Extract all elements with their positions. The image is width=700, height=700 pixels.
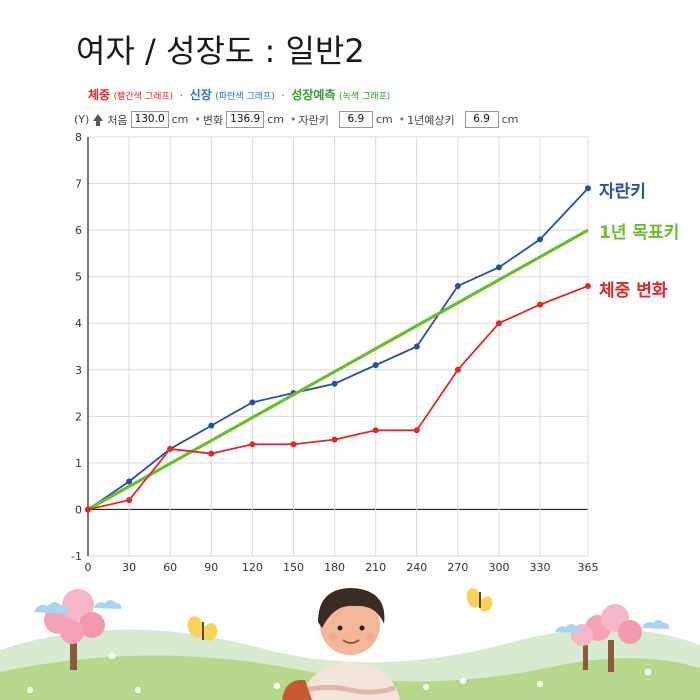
unit-label: cm	[501, 113, 519, 126]
start-height-input[interactable]: 130.0	[130, 111, 169, 128]
yearly-forecast-input[interactable]: 6.9	[464, 111, 499, 128]
unit-label: cm	[171, 113, 189, 126]
data-point	[585, 185, 591, 192]
series-line-0	[87, 187, 589, 511]
cloud-right2-icon	[642, 620, 670, 629]
y-tick-label: 0	[75, 503, 82, 516]
data-point	[249, 399, 256, 406]
legend-height-label: 신장	[189, 88, 212, 102]
legend-forecast-label: 성장예측	[291, 88, 336, 102]
data-point	[454, 366, 461, 373]
start-label: 처음	[107, 113, 128, 127]
cloud-left2-icon	[94, 600, 122, 609]
bullet: •	[289, 113, 297, 126]
y-tick-label: 5	[75, 271, 82, 284]
change-label: 변화	[202, 113, 224, 127]
child-illustration-icon	[282, 588, 400, 700]
data-point	[290, 441, 297, 448]
x-tick-label: 270	[447, 561, 468, 574]
legend-separator: ·	[179, 89, 184, 102]
changed-height-input[interactable]: 136.9	[226, 111, 265, 128]
data-point	[331, 380, 338, 387]
bullet: •	[194, 113, 201, 126]
legend-separator: ·	[281, 89, 285, 102]
y-tick-label: 4	[75, 317, 82, 330]
chart-legend: 체중 (빨간색 그래프) · 신장 (파란색 그래프) · 성장예측 (녹색 그…	[88, 86, 390, 103]
cherry-tree-right-icon	[571, 604, 642, 672]
series-label-height: 자란키	[599, 182, 646, 202]
data-point	[454, 282, 461, 289]
series-line-2	[87, 285, 589, 511]
x-tick-label: 240	[406, 561, 427, 574]
data-point	[537, 301, 544, 308]
x-tick-label: 150	[283, 561, 304, 574]
data-point	[208, 450, 215, 457]
data-point	[126, 497, 133, 504]
legend-forecast-note: (녹색 그래프)	[339, 92, 391, 102]
y-axis-label: (Y)	[74, 113, 90, 126]
cloud-right-icon	[555, 624, 583, 633]
data-point	[413, 427, 420, 434]
unit-label: cm	[375, 113, 393, 126]
data-point	[537, 236, 544, 243]
x-tick-label: 0	[85, 561, 92, 574]
unit-label: cm	[267, 113, 284, 126]
x-tick-label: 365	[578, 561, 599, 574]
background-illustration	[0, 588, 700, 700]
chart-series	[85, 185, 591, 513]
data-point	[495, 264, 502, 271]
y-tick-label: 8	[75, 131, 82, 144]
y-tick-label: 6	[75, 224, 82, 237]
y-tick-label: 3	[75, 364, 82, 377]
cloud-left-icon	[34, 602, 69, 614]
x-tick-label: 90	[204, 561, 218, 574]
series-line-1	[87, 228, 589, 511]
grown-height-label: 자란키	[298, 113, 329, 127]
y-tick-label: 7	[75, 178, 82, 191]
x-tick-label: 180	[324, 561, 345, 574]
x-tick-label: 60	[163, 561, 177, 574]
x-tick-label: 120	[242, 561, 263, 574]
data-point	[249, 441, 256, 448]
data-point	[85, 506, 91, 513]
series-label-target: 1년 목표키	[599, 223, 680, 243]
legend-height-note: (파란색 그래프)	[215, 92, 275, 102]
data-point	[167, 445, 174, 452]
legend-weight-note: (빨간색 그래프)	[113, 92, 174, 102]
y-tick-label: 2	[75, 410, 82, 423]
x-tick-label: 30	[122, 561, 136, 574]
data-point	[126, 478, 133, 485]
flowers-icon	[27, 653, 651, 693]
data-point	[413, 343, 420, 350]
up-arrow-icon	[93, 113, 104, 126]
y-tick-label: 1	[75, 457, 82, 470]
yearly-forecast-label: 1년예상키	[407, 113, 455, 127]
bullet: •	[398, 113, 406, 126]
data-point	[331, 436, 338, 443]
y-tick-label: -1	[71, 550, 82, 563]
grown-height-input[interactable]: 6.9	[338, 111, 373, 128]
data-point	[208, 422, 215, 429]
chart-grid	[87, 136, 589, 557]
x-tick-label: 330	[530, 561, 551, 574]
growth-controls: (Y) 처음 130.0 cm • 변화 136.9 cm • 자란키 6.9 …	[74, 111, 522, 128]
butterfly-right-icon	[466, 588, 493, 612]
x-tick-label: 210	[365, 561, 386, 574]
butterfly-left-icon	[187, 616, 218, 641]
data-point	[372, 362, 379, 369]
data-point	[585, 282, 591, 289]
x-tick-label: 300	[488, 561, 509, 574]
legend-weight-label: 체중	[88, 88, 111, 102]
data-point	[372, 427, 379, 434]
page-title: 여자 / 성장도 : 일반2	[76, 32, 365, 70]
series-label-weight: 체중 변화	[599, 281, 668, 301]
data-point	[495, 320, 502, 327]
